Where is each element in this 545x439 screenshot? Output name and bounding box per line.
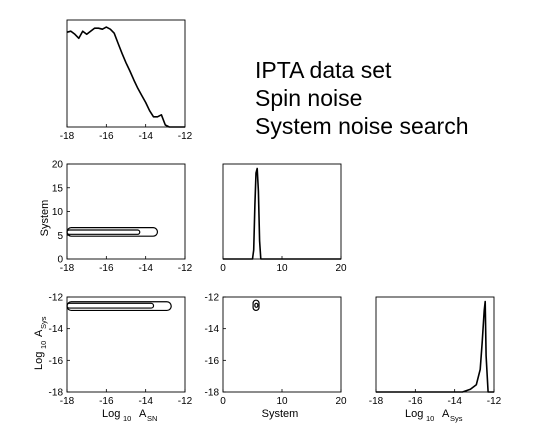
xlabel-sn-sub: SN — [147, 414, 157, 423]
panel-contour-system-vs-asn: -18 -16 -14 -12 0 5 10 15 20 — [52, 160, 193, 275]
y-tick-label: -18 — [49, 388, 64, 399]
panel-contour-asys-vs-asn: -18 -16 -14 -12 -18 -16 -14 -12 — [49, 293, 193, 408]
x-tick-label: -16 — [99, 263, 114, 274]
y-tick-label: -16 — [49, 356, 64, 367]
x-tick-label: -18 — [60, 263, 75, 274]
contour-inner — [66, 302, 155, 309]
x-tick-label: -12 — [178, 263, 193, 274]
x-tick-label: -14 — [138, 263, 153, 274]
y-tick-label: 10 — [52, 207, 64, 218]
annotation-line-3: System noise search — [255, 113, 468, 139]
ylabel-system: System — [39, 200, 51, 237]
xlabel-log-text: Log — [102, 408, 120, 420]
x-tick-label: -12 — [178, 396, 193, 407]
contour-inner — [254, 302, 259, 308]
panel-hist-log10-asys: -18 -16 -14 -12 — [369, 296, 502, 407]
y-tick-label: -12 — [205, 293, 220, 304]
axes-frame — [66, 19, 186, 128]
contour-inner — [66, 229, 141, 235]
y-tick-label: 20 — [52, 160, 64, 171]
xlabel-sys-sub: Sys — [450, 414, 463, 423]
ylabel-a-text: A — [33, 329, 45, 337]
x-tick-label: -16 — [408, 396, 423, 407]
density-curve — [223, 167, 341, 260]
density-curve — [376, 300, 494, 393]
xlabel-log-sub-2: 10 — [426, 414, 434, 423]
x-tick-label: -12 — [178, 131, 193, 142]
annotation-line-2: Spin noise — [255, 85, 362, 111]
x-tick-label: -18 — [60, 131, 75, 142]
x-tick-label: 10 — [276, 396, 288, 407]
x-tick-label: -12 — [487, 396, 502, 407]
x-tick-label: 10 — [276, 263, 288, 274]
x-tick-label: 0 — [220, 263, 226, 274]
x-tick-label: -14 — [138, 131, 153, 142]
xlabel-a-text-2: A — [442, 408, 450, 420]
xlabel-log10-asys: Log 10 A Sys — [405, 408, 463, 423]
ylabel-log-sub: 10 — [39, 341, 48, 349]
ylabel-sys-sub: Sys — [39, 316, 48, 329]
y-tick-label: -14 — [49, 324, 64, 335]
x-tick-label: -18 — [60, 396, 75, 407]
x-tick-label: -18 — [369, 396, 384, 407]
x-tick-label: -16 — [99, 131, 114, 142]
ylabel-log10-asys: Log 10 A Sys — [33, 316, 48, 370]
y-tick-label: 15 — [52, 183, 64, 194]
y-tick-label: -12 — [49, 293, 64, 304]
axes-frame — [66, 296, 186, 393]
panel-contour-asys-vs-system: 0 10 20 -18 -16 -14 -12 — [205, 293, 347, 408]
x-tick-label: -16 — [99, 396, 114, 407]
density-curve — [66, 26, 185, 128]
contour-outer — [252, 299, 260, 312]
y-tick-label: -18 — [205, 388, 220, 399]
panel-hist-log10-asn: -18 -16 -14 -12 — [60, 19, 193, 142]
x-tick-label: 0 — [220, 396, 226, 407]
annotation-line-1: IPTA data set — [255, 57, 392, 83]
x-tick-label: 20 — [335, 263, 347, 274]
x-tick-label: -14 — [447, 396, 462, 407]
xlabel-log-text-2: Log — [405, 408, 423, 420]
xlabel-log10-asn: Log 10 A SN — [102, 408, 157, 423]
y-tick-label: 5 — [57, 231, 63, 242]
x-tick-label: 20 — [335, 396, 347, 407]
panel-hist-system: 0 10 20 — [220, 163, 347, 274]
y-tick-label: 0 — [57, 255, 63, 266]
xlabel-log-sub: 10 — [123, 414, 131, 423]
y-tick-label: -16 — [205, 356, 220, 367]
xlabel-a-text: A — [139, 408, 147, 420]
y-tick-label: -14 — [205, 324, 220, 335]
annotation-block: IPTA data set Spin noise System noise se… — [255, 57, 468, 139]
ylabel-log-text: Log — [33, 352, 45, 370]
x-tick-label: -14 — [138, 396, 153, 407]
xlabel-system: System — [262, 408, 299, 420]
